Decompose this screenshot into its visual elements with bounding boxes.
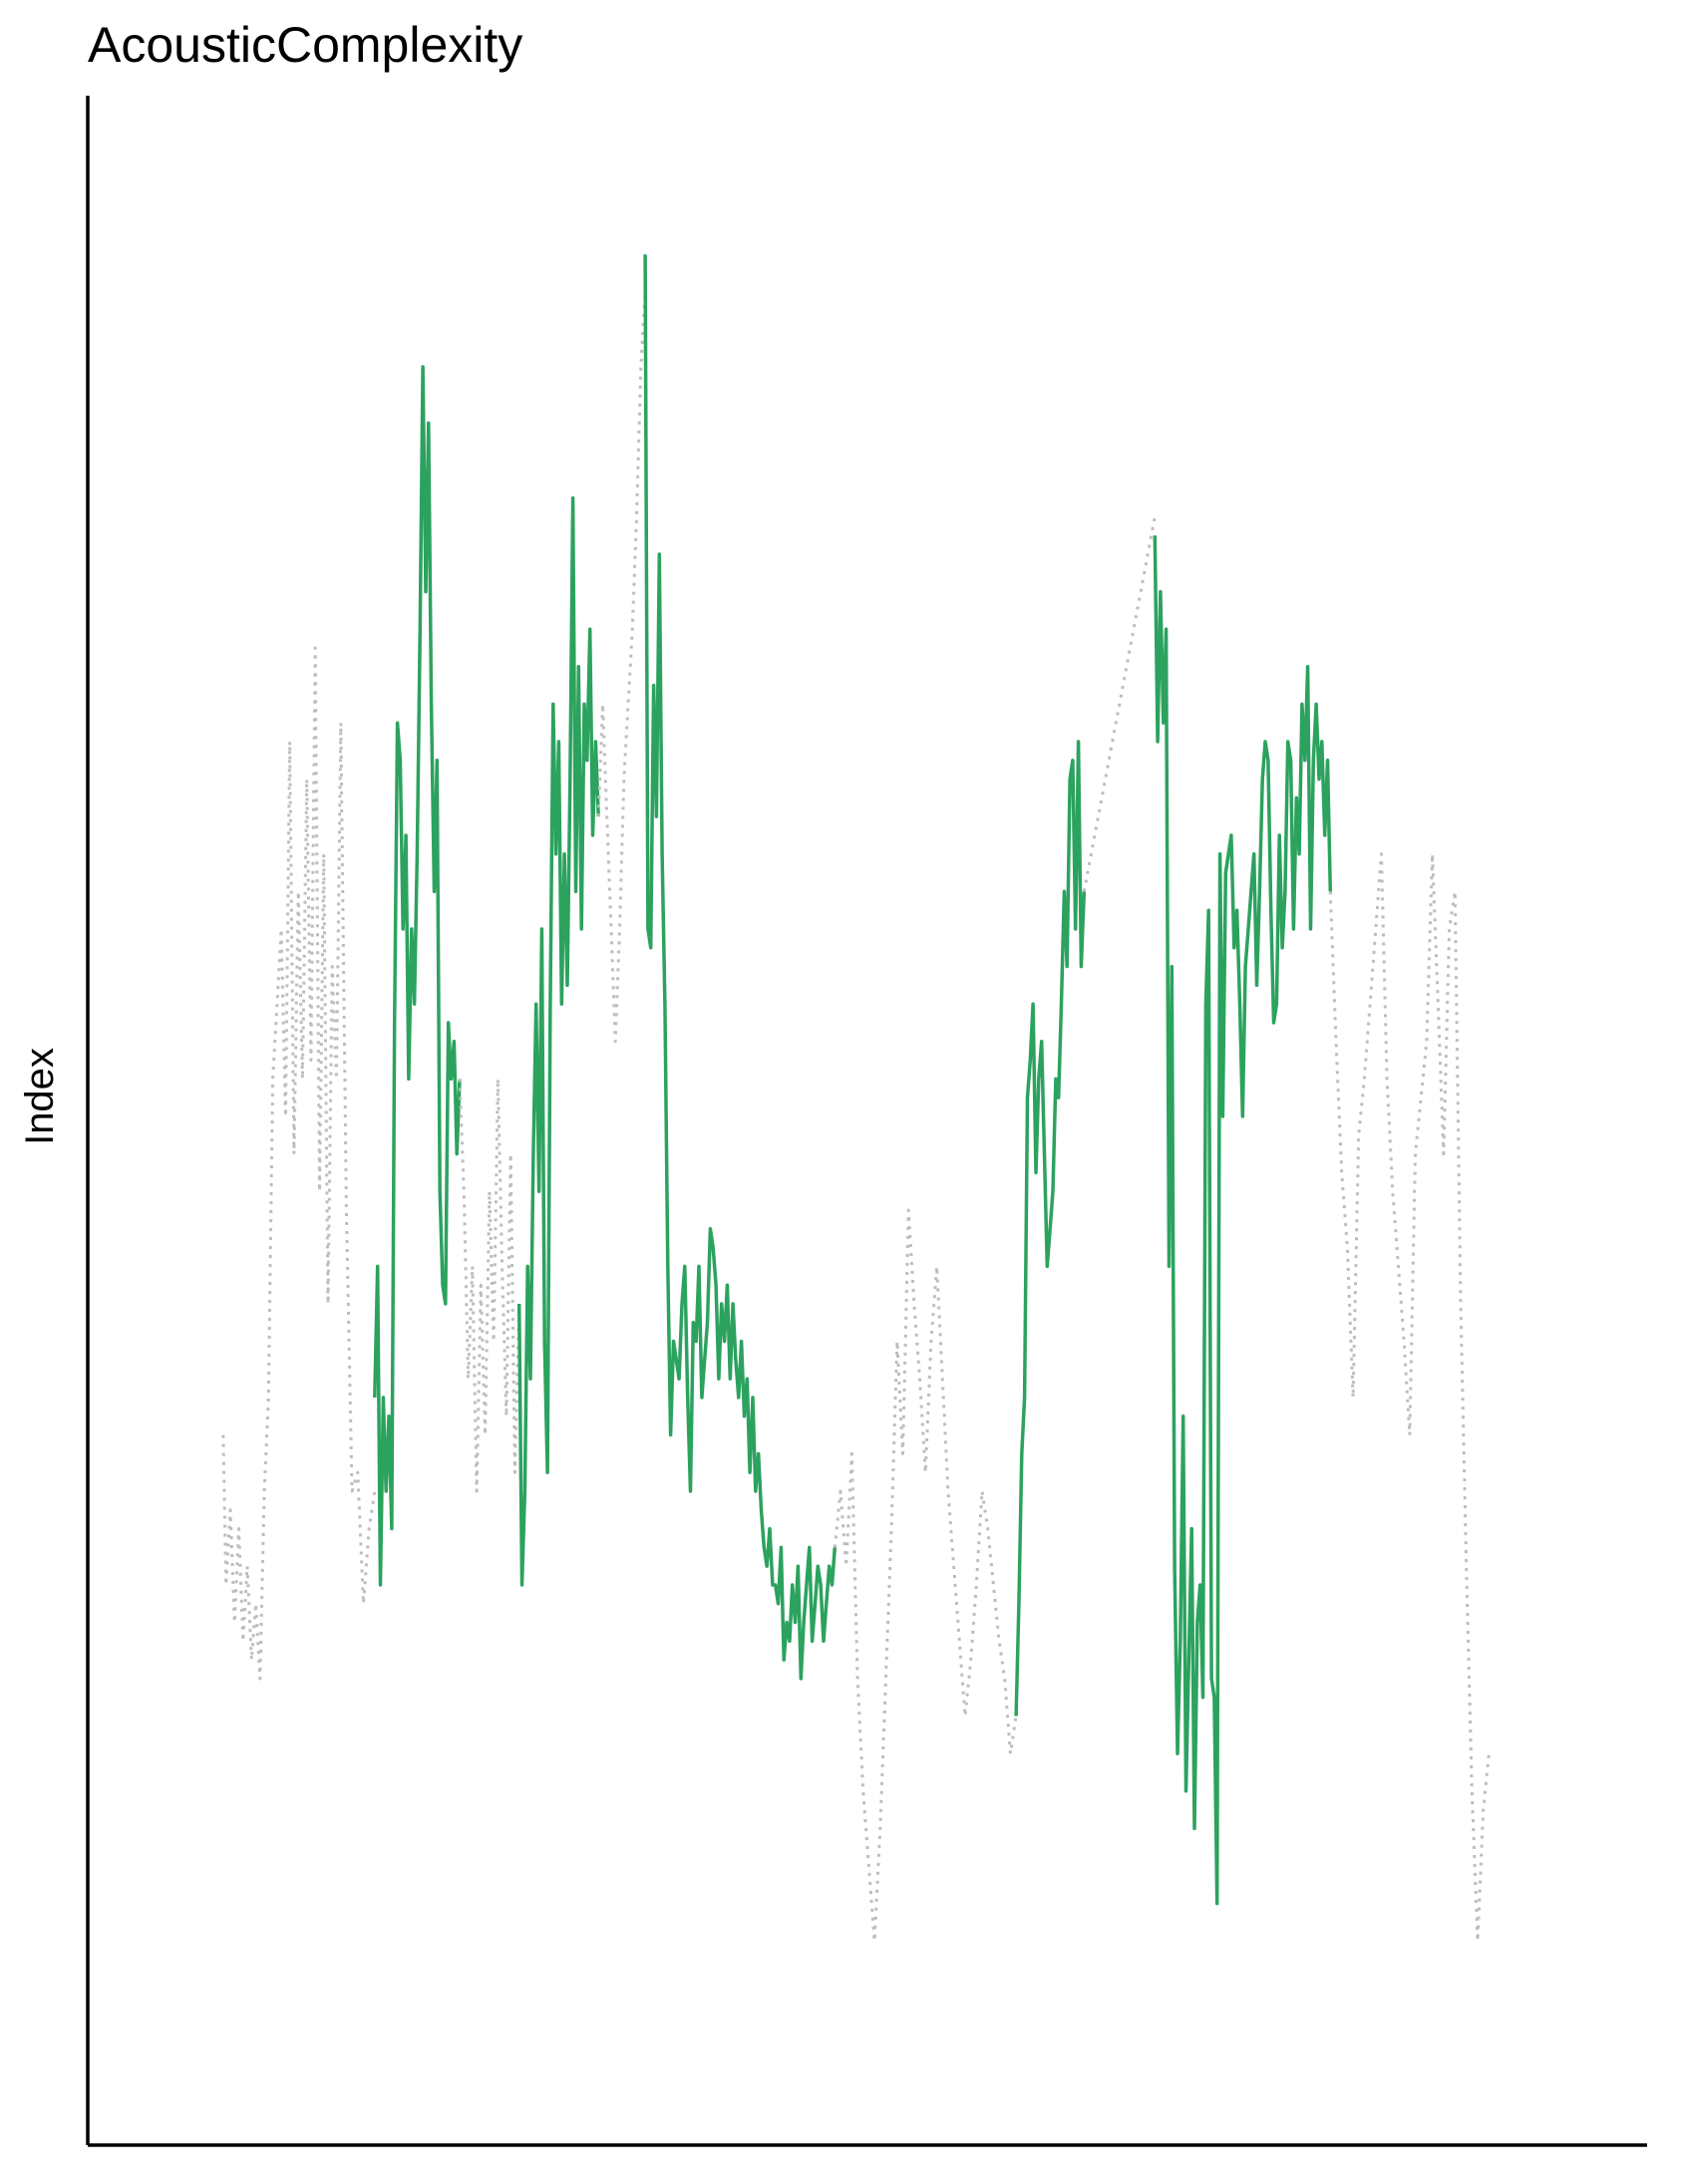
series-line-dotted-4 <box>596 291 647 1044</box>
series-line-dotted-6 <box>833 1208 1018 1943</box>
chart-title: AcousticComplexity <box>88 17 522 73</box>
series-line-solid-5 <box>643 254 838 1681</box>
series-line-solid-3 <box>516 495 600 1587</box>
series-line-dotted-8 <box>1082 516 1157 892</box>
series-line-dotted-10 <box>1328 852 1491 1943</box>
series-line-solid-7 <box>1014 740 1087 1716</box>
series-group <box>221 254 1491 1943</box>
series-line-dotted-0 <box>221 646 377 1681</box>
y-axis-label: Index <box>18 1048 62 1145</box>
series-line-dotted-2 <box>458 1077 521 1493</box>
series-line-solid-9 <box>1153 535 1333 1906</box>
series-line-solid-1 <box>373 365 462 1587</box>
